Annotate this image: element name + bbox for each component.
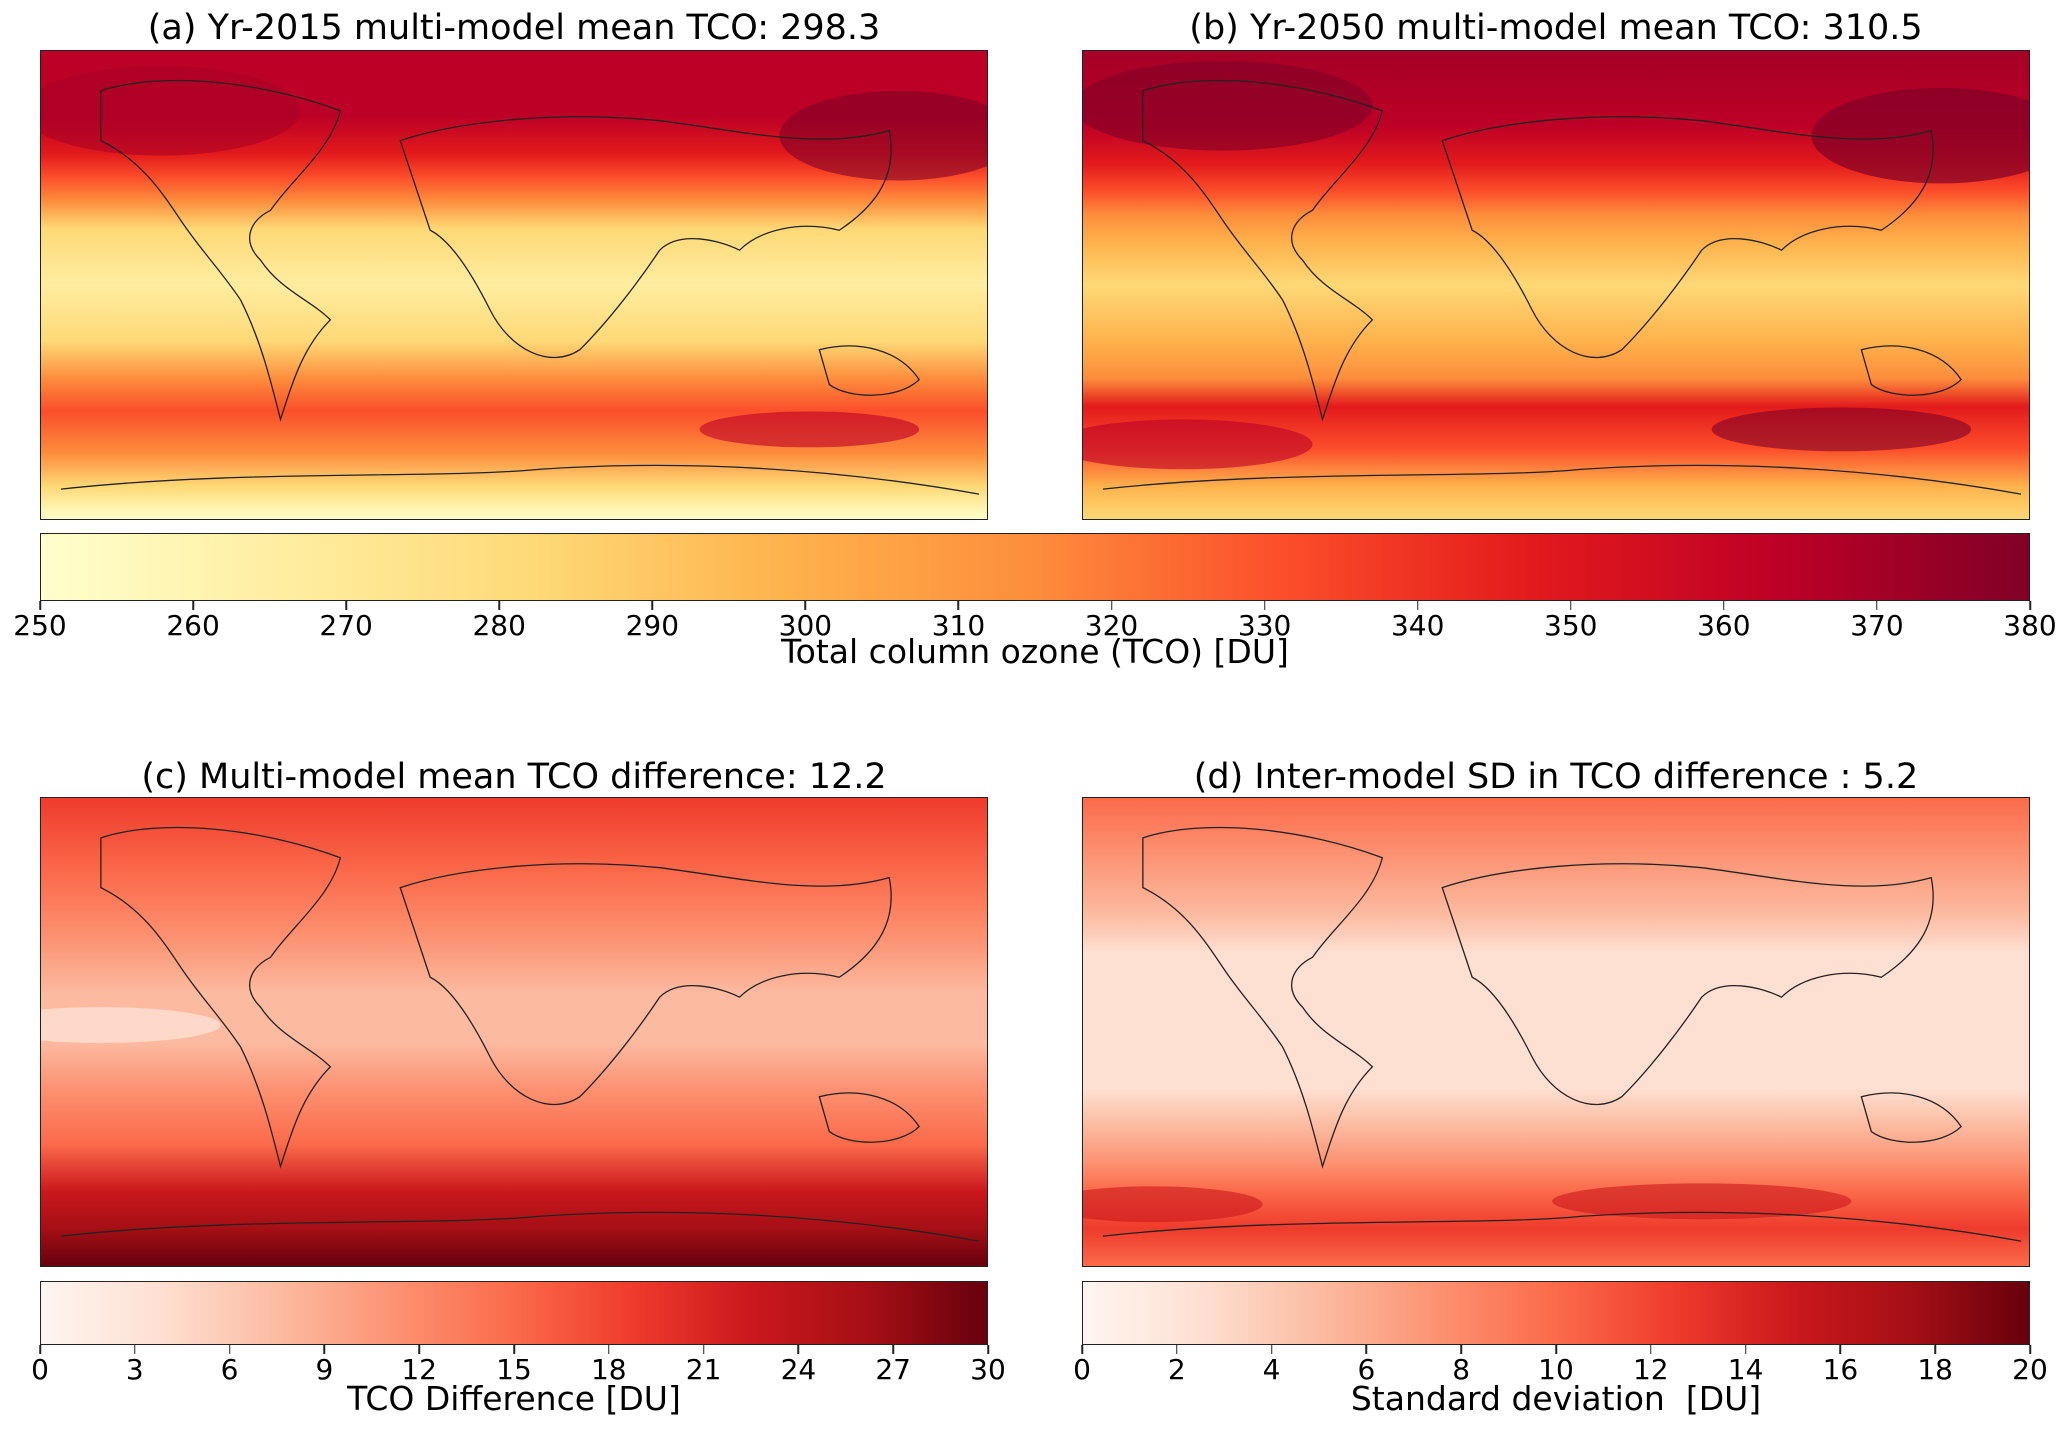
- diff-tick-label: 21: [685, 1353, 722, 1386]
- tco-tick-label: 290: [625, 609, 680, 642]
- tco-tick-label: 360: [1697, 609, 1751, 642]
- tco-tick-mark: [1876, 601, 1878, 610]
- diff-colorbar-label: TCO Difference [DU]: [347, 1379, 681, 1418]
- tco-tick-mark: [2029, 601, 2031, 610]
- sd-tick-mark: [1176, 1345, 1178, 1354]
- panel-c-title: (c) Multi-model mean TCO difference: 12.…: [141, 757, 887, 797]
- panel-a-title: (a) Yr-2015 multi-model mean TCO: 298.3: [147, 8, 881, 48]
- sd-tick-label: 16: [1822, 1353, 1859, 1386]
- sd-tick-mark: [1081, 1345, 1083, 1354]
- tco-tick-mark: [345, 601, 347, 610]
- diff-tick-label: 9: [315, 1353, 334, 1386]
- tco-tick-label: 310: [931, 609, 986, 642]
- tco-tick-mark: [1723, 601, 1725, 610]
- sd-tick-label: 20: [2012, 1353, 2048, 1386]
- sd-tick-mark: [1270, 1345, 1273, 1354]
- tco-tick-label: 350: [1544, 609, 1598, 642]
- sd-tick-mark: [1744, 1345, 1747, 1354]
- diff-tick-label: 12: [401, 1353, 438, 1386]
- sd-tick-mark: [1934, 1345, 1936, 1354]
- tco-tick-mark: [651, 601, 654, 610]
- diff-tick-label: 24: [780, 1353, 817, 1386]
- panel-a-map: [40, 50, 988, 520]
- diff-tick-label: 6: [220, 1353, 239, 1386]
- sd-colorbar: [1082, 1281, 2030, 1345]
- tco-tick-label: 370: [1850, 609, 1904, 642]
- diff-tick-mark: [418, 1345, 420, 1354]
- sd-tick-label: 12: [1632, 1353, 1669, 1386]
- tco-tick-label: 330: [1237, 609, 1292, 642]
- diff-tick-mark: [987, 1345, 989, 1354]
- diff-colorbar: [40, 1281, 988, 1345]
- tco-tick-label: 250: [13, 609, 67, 642]
- panel-c-map: [40, 797, 988, 1267]
- diff-tick-label: 0: [31, 1353, 49, 1386]
- tco-tick-mark: [39, 601, 41, 610]
- diff-tick-label: 30: [970, 1353, 1006, 1386]
- coastlines-d: [1102, 826, 2022, 1242]
- sd-tick-label: 4: [1262, 1353, 1281, 1386]
- tco-tick-mark: [192, 601, 194, 610]
- diff-tick-label: 27: [875, 1353, 912, 1386]
- tco-tick-mark: [957, 601, 960, 610]
- tco-colorbar-label: Total column ozone (TCO) [DU]: [781, 632, 1289, 671]
- coastlines-b: [1102, 79, 2022, 495]
- panel-b-title: (b) Yr-2050 multi-model mean TCO: 310.5: [1189, 8, 1923, 48]
- sd-tick-mark: [1650, 1345, 1652, 1354]
- diff-tick-mark: [797, 1345, 800, 1354]
- diff-tick-label: 15: [496, 1353, 532, 1386]
- sd-tick-label: 0: [1073, 1353, 1091, 1386]
- diff-tick-mark: [513, 1345, 515, 1354]
- sd-tick-label: 18: [1917, 1353, 1954, 1386]
- tco-colorbar: [40, 533, 2030, 601]
- sd-tick-label: 14: [1727, 1353, 1764, 1386]
- panel-b-map: [1082, 50, 2030, 520]
- tco-tick-label: 380: [2003, 609, 2057, 642]
- sd-tick-label: 6: [1357, 1353, 1376, 1386]
- sd-tick-mark: [1555, 1345, 1557, 1354]
- tco-tick-mark: [1263, 601, 1266, 610]
- sd-tick-mark: [1839, 1345, 1842, 1354]
- tco-tick-label: 260: [166, 609, 220, 642]
- coastlines-c: [60, 826, 980, 1242]
- sd-tick-label: 8: [1452, 1353, 1471, 1386]
- diff-tick-mark: [323, 1345, 326, 1354]
- diff-tick-mark: [134, 1345, 136, 1354]
- diff-tick-mark: [608, 1345, 610, 1354]
- coastlines-a: [60, 79, 980, 495]
- tco-tick-label: 270: [319, 609, 373, 642]
- sd-tick-mark: [1460, 1345, 1462, 1354]
- tco-tick-mark: [804, 601, 807, 610]
- diff-tick-label: 3: [125, 1353, 144, 1386]
- diff-tick-mark: [39, 1345, 41, 1354]
- diff-tick-mark: [228, 1345, 231, 1354]
- tco-tick-label: 340: [1390, 609, 1445, 642]
- tco-tick-mark: [1416, 601, 1419, 610]
- sd-tick-mark: [1365, 1345, 1368, 1354]
- tco-tick-mark: [1110, 601, 1113, 610]
- sd-tick-label: 2: [1167, 1353, 1186, 1386]
- diff-tick-mark: [702, 1345, 705, 1354]
- tco-tick-label: 300: [778, 609, 833, 642]
- tco-tick-label: 280: [472, 609, 526, 642]
- sd-tick-mark: [2029, 1345, 2031, 1354]
- panel-d-title: (d) Inter-model SD in TCO difference : 5…: [1193, 757, 1919, 797]
- sd-colorbar-label: Standard deviation [DU]: [1350, 1379, 1762, 1418]
- diff-tick-mark: [892, 1345, 894, 1354]
- tco-tick-mark: [1570, 601, 1572, 610]
- tco-tick-mark: [498, 601, 500, 610]
- sd-tick-label: 10: [1538, 1353, 1574, 1386]
- panel-d-map: [1082, 797, 2030, 1267]
- tco-tick-label: 320: [1084, 609, 1139, 642]
- diff-tick-label: 18: [590, 1353, 627, 1386]
